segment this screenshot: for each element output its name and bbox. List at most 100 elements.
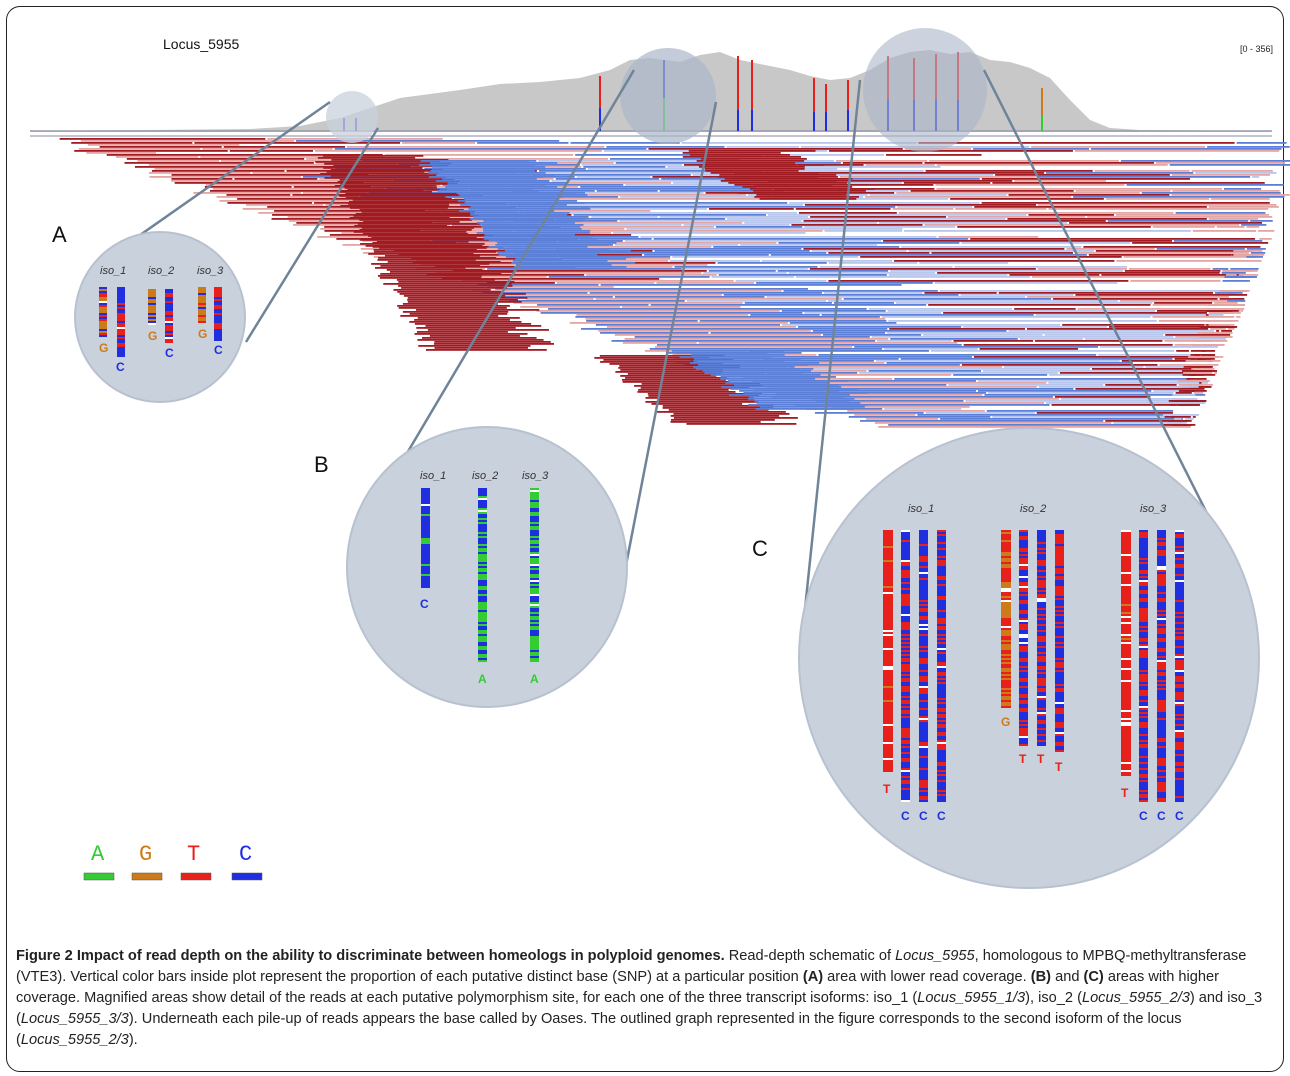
pileup-row [1055, 604, 1064, 606]
pileup-row [421, 544, 430, 546]
pileup-row [901, 752, 910, 754]
pileup-row [919, 726, 928, 728]
pileup-row [937, 608, 946, 610]
read-line [1113, 422, 1187, 424]
read-line [569, 322, 788, 324]
pileup-row [937, 710, 946, 712]
pileup-row [1139, 776, 1148, 778]
pileup-row [99, 297, 107, 299]
pileup-row [1139, 606, 1148, 608]
pileup-row [1121, 664, 1131, 666]
read-line [884, 348, 978, 350]
pileup-row [530, 646, 539, 648]
pileup-row [1175, 638, 1184, 640]
pileup-row [1055, 688, 1064, 690]
pileup-row [1001, 640, 1011, 642]
read-line [319, 178, 554, 180]
pileup-row [1055, 610, 1064, 612]
read-line [1174, 344, 1203, 346]
pileup-row [530, 592, 539, 594]
pileup-row [1175, 796, 1184, 798]
pileup-row [937, 598, 946, 600]
pileup-row [937, 796, 946, 798]
pileup-row [1001, 678, 1011, 680]
pileup-row [1055, 580, 1064, 582]
panel-a-call: G [99, 341, 109, 355]
pileup-row [883, 718, 893, 720]
legend-letter-a: A [91, 842, 105, 867]
pileup-row [1175, 570, 1184, 572]
pileup-row [1139, 764, 1148, 766]
pileup-row [883, 652, 893, 654]
read-line [306, 158, 609, 160]
read-line [441, 278, 660, 280]
pileup-row [1037, 584, 1046, 586]
pileup-row [937, 732, 946, 734]
pileup-row [883, 628, 893, 630]
pileup-row [1121, 748, 1131, 750]
read-line [650, 304, 927, 306]
pileup-row [1037, 688, 1046, 690]
pileup-row [901, 582, 910, 584]
read-line [895, 302, 1153, 304]
pileup-row [901, 534, 910, 536]
read-line [330, 169, 444, 171]
pileup-row [478, 554, 487, 556]
pileup-row [1175, 714, 1184, 716]
pileup-row [1037, 656, 1046, 658]
pileup-row [937, 676, 946, 678]
pileup-row [1001, 656, 1011, 658]
pileup-row [1157, 632, 1166, 634]
read-line [596, 190, 658, 192]
read-line [194, 142, 401, 144]
read-line [656, 344, 962, 346]
pileup-row [1001, 590, 1011, 592]
pileup-row [1175, 574, 1184, 576]
pileup-row [1001, 550, 1011, 552]
pileup-row [883, 734, 893, 736]
pileup-row [1157, 568, 1166, 570]
read-line [610, 158, 740, 160]
pileup-row [1139, 656, 1148, 658]
read-line [1203, 326, 1220, 328]
pileup-row [919, 600, 928, 602]
pileup-row [1139, 570, 1148, 572]
pileup-row [937, 756, 946, 758]
pileup-row [1157, 618, 1166, 620]
pileup-row [478, 538, 487, 540]
pileup-row [117, 323, 125, 325]
read-line [715, 226, 803, 228]
pileup-row [1175, 558, 1184, 560]
pileup-row [1157, 586, 1166, 588]
pileup-row [1037, 654, 1046, 656]
pileup-row [1019, 646, 1028, 648]
pileup-row [901, 568, 910, 570]
read-line [1236, 142, 1287, 144]
pileup-row [937, 744, 946, 746]
read-line [710, 374, 821, 376]
read-line [1152, 226, 1215, 228]
read-line [618, 367, 741, 369]
pileup-row [117, 297, 125, 299]
read-line [551, 180, 767, 182]
read-line [502, 294, 722, 296]
pileup-row [1019, 670, 1028, 672]
pileup-row [478, 600, 487, 602]
pileup-row [1157, 692, 1166, 694]
read-line [1172, 398, 1181, 400]
read-line [1234, 254, 1265, 256]
pileup-row [1175, 718, 1184, 720]
pileup-row [478, 498, 487, 500]
pileup-row [883, 736, 893, 738]
read-line [634, 336, 870, 338]
pileup-row [883, 612, 893, 614]
read-line [812, 330, 1007, 332]
pileup-row [919, 736, 928, 738]
caption-ref-b: (B) [1030, 969, 1052, 985]
pileup-row [478, 606, 487, 608]
pileup-row [1139, 578, 1148, 580]
pileup-row [1139, 532, 1148, 534]
pileup-row [117, 295, 125, 297]
pileup-row [214, 323, 222, 325]
read-line [627, 373, 721, 375]
